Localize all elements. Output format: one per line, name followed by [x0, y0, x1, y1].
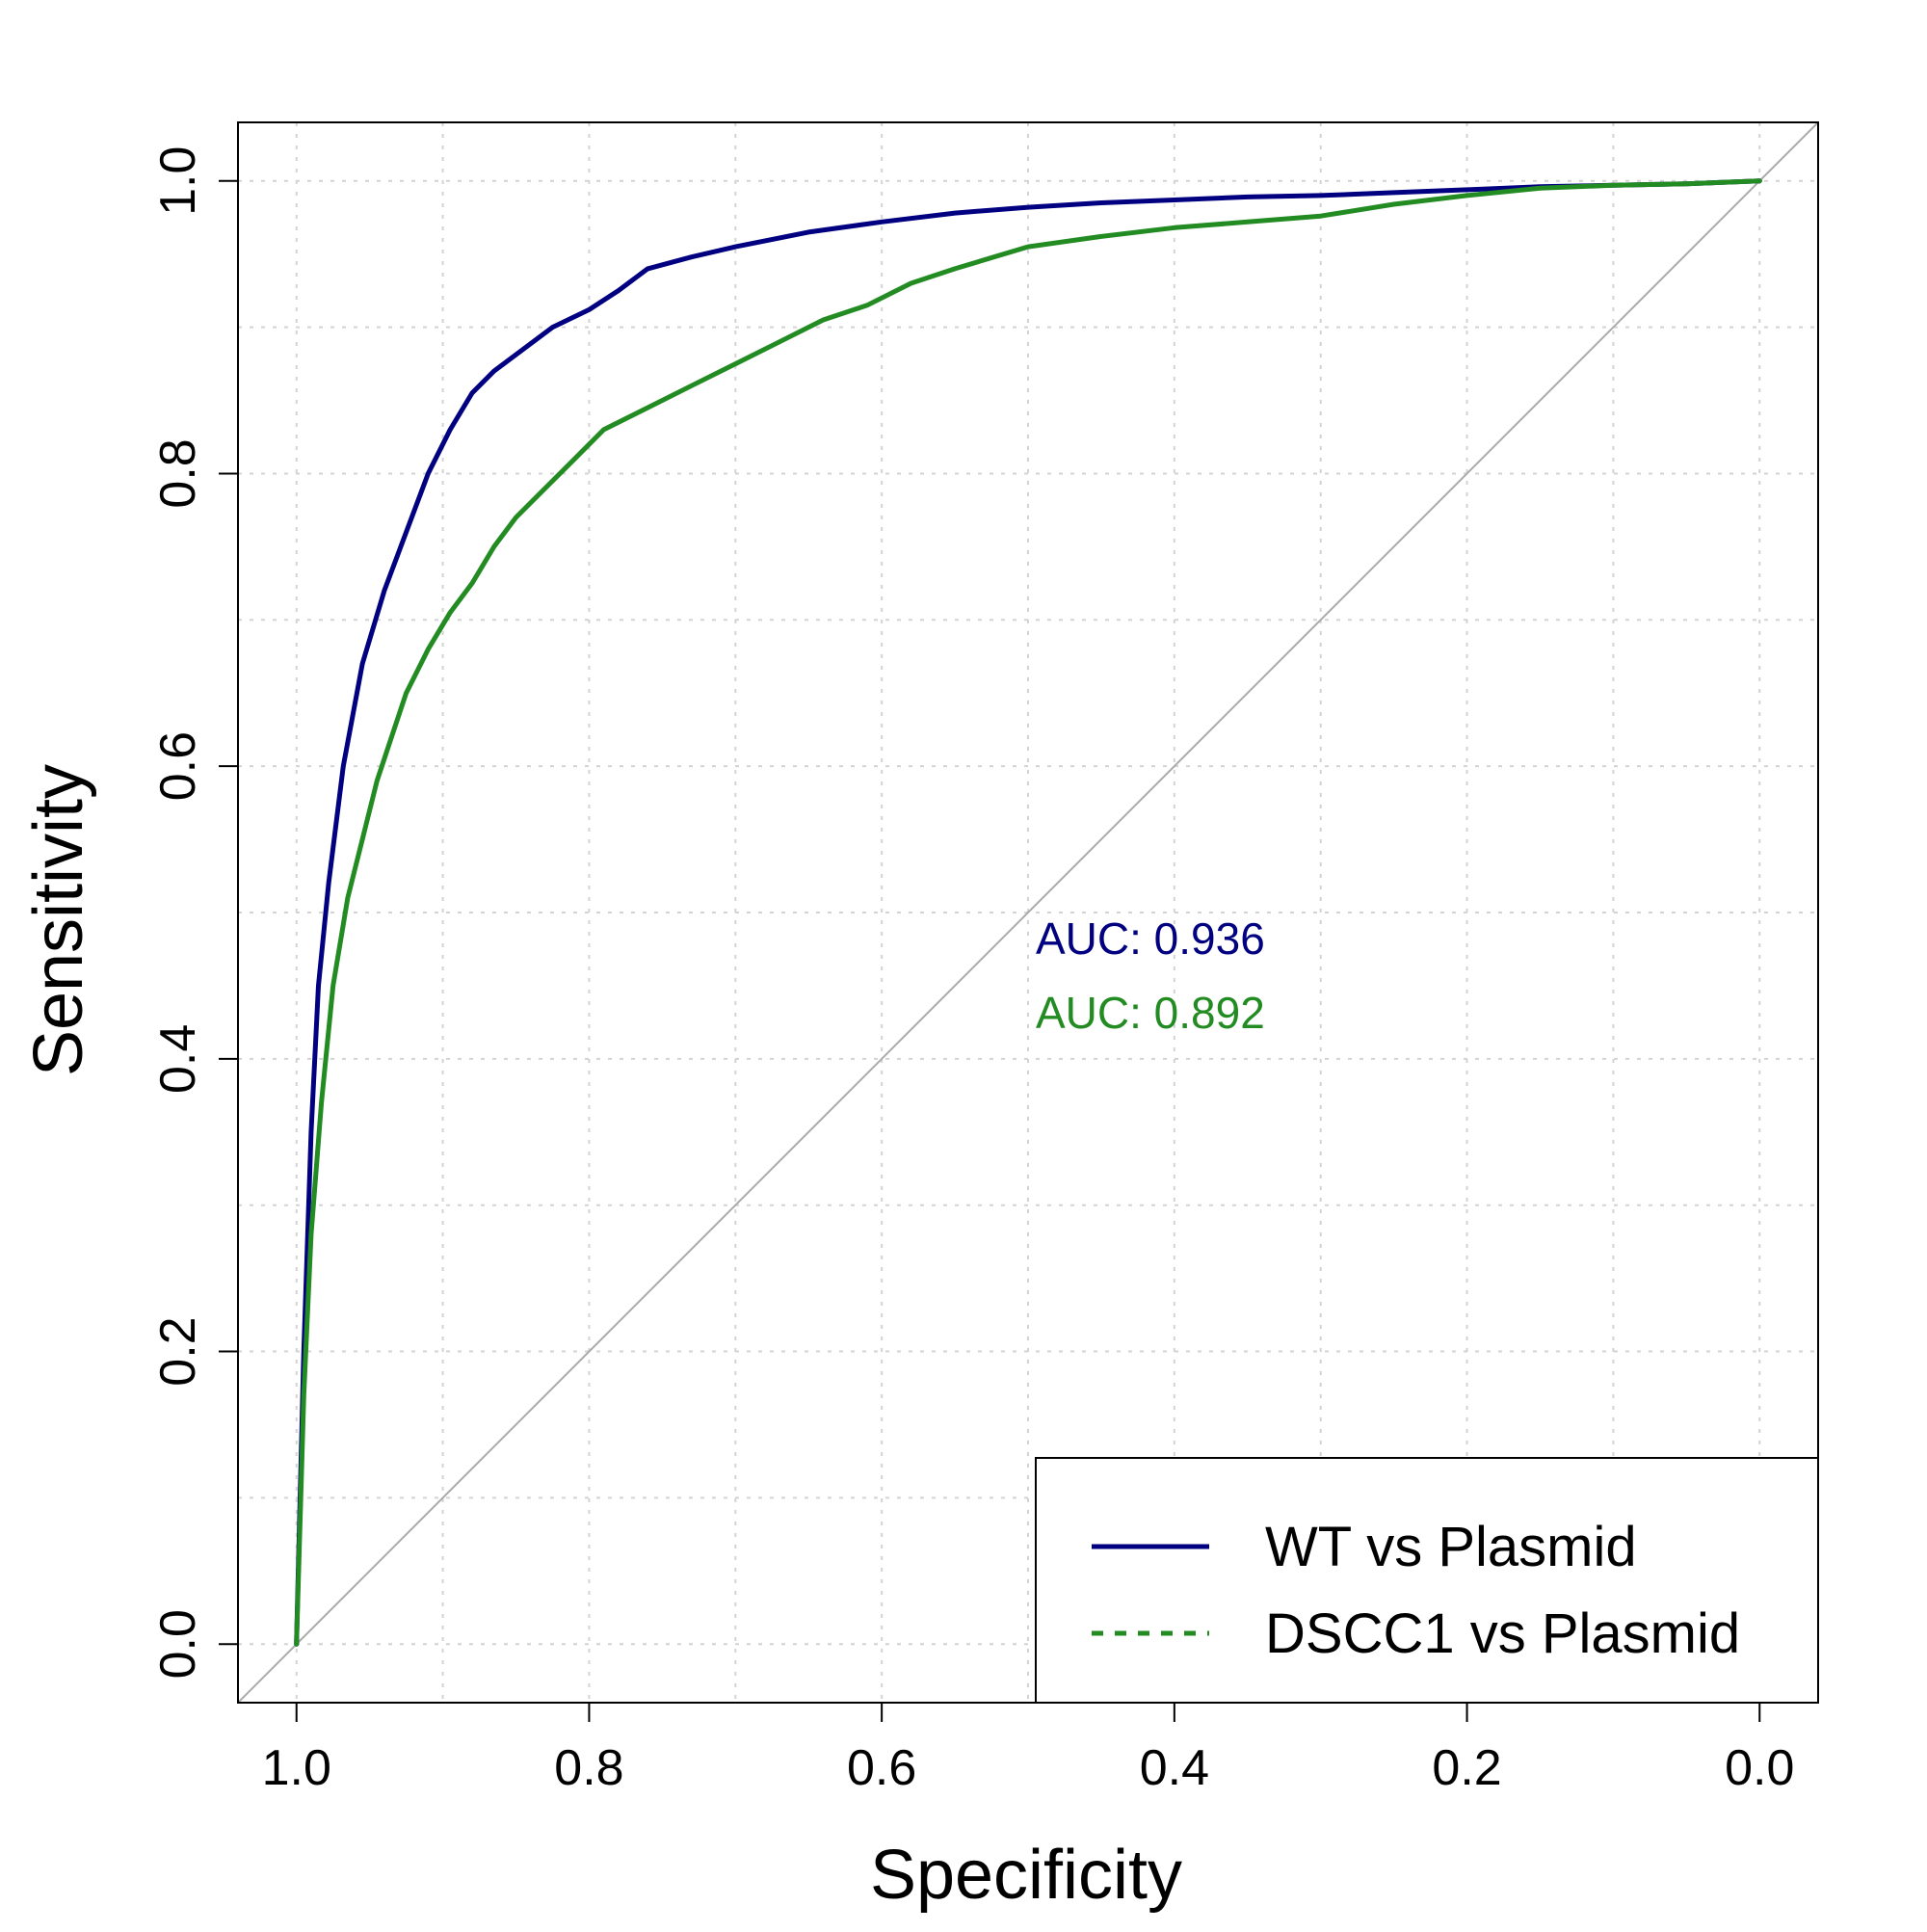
x-tick-label: 0.4 [1140, 1740, 1209, 1796]
x-tick-label: 0.8 [554, 1740, 623, 1796]
legend: WT vs Plasmid DSCC1 vs Plasmid [1035, 1457, 1819, 1704]
chance-line [237, 121, 1819, 1704]
series-layer [294, 178, 1762, 1647]
y-tick-label: 0.4 [150, 1024, 206, 1094]
y-tick-label: 0.8 [150, 438, 206, 508]
legend-label-2: DSCC1 vs Plasmid [1265, 1602, 1740, 1665]
y-axis-label: Sensitivity [20, 764, 97, 1076]
x-tick-label: 0.6 [847, 1740, 916, 1796]
auc-labels: AUC: 0.936 AUC: 0.892 [1036, 913, 1265, 1038]
plot-frame [237, 121, 1819, 1704]
auc-label-2: AUC: 0.892 [1036, 988, 1265, 1038]
grid [238, 122, 1818, 1703]
y-tick-label: 1.0 [150, 146, 206, 216]
series-line-1 [294, 178, 1762, 1647]
legend-box [1035, 1457, 1819, 1704]
auc-label-1: AUC: 0.936 [1036, 913, 1265, 964]
x-tick-label: 1.0 [262, 1740, 331, 1796]
x-tick-label: 0.0 [1725, 1740, 1794, 1796]
x-tick-label: 0.2 [1432, 1740, 1501, 1796]
y-tick-label: 0.2 [150, 1316, 206, 1386]
legend-label-1: WT vs Plasmid [1265, 1516, 1637, 1578]
reference-diagonal [237, 121, 1819, 1704]
y-tick-label: 0.6 [150, 731, 206, 801]
y-tick-label: 0.0 [150, 1609, 206, 1679]
series-line-2 [294, 178, 1762, 1647]
axes: 1.0 0.8 0.6 0.4 0.2 0.0 0.0 0.2 0.4 0.6 0.8 1.0 [150, 146, 1794, 1796]
x-axis-label: Specificity [870, 1837, 1182, 1914]
